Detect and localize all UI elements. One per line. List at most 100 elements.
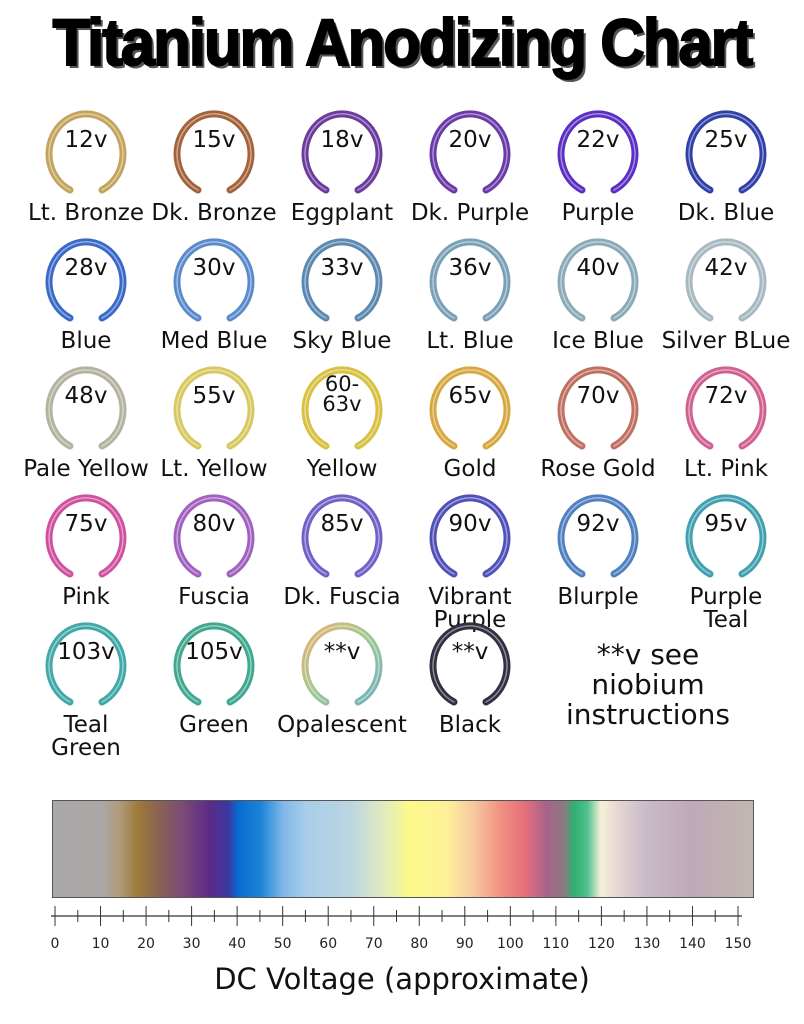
voltage-label: 48v — [64, 383, 108, 409]
ring-swatch: 15v Dk. Bronze — [150, 108, 278, 236]
ring-swatch: 60- 63v Yellow — [278, 364, 406, 492]
ring-swatch: 33v Sky Blue — [278, 236, 406, 364]
color-gradient-bar — [52, 800, 754, 898]
x-axis-label: DC Voltage (approximate) — [214, 962, 590, 996]
ring-icon — [173, 494, 255, 580]
ring-swatch: 75v Pink — [22, 492, 150, 620]
color-name-label: Teal Green — [51, 712, 121, 761]
tick-label: 90 — [456, 936, 474, 952]
ring-icon — [301, 622, 383, 708]
voltage-label: 36v — [448, 255, 492, 281]
voltage-label: 90v — [448, 511, 492, 537]
ring-swatch: 40v Ice Blue — [534, 236, 662, 364]
voltage-label: 92v — [576, 511, 620, 537]
ring-swatch: 20v Dk. Purple — [406, 108, 534, 236]
voltage-label: 103v — [57, 639, 115, 665]
tick-label: 50 — [274, 936, 292, 952]
tick-label: 100 — [497, 936, 524, 952]
color-name-label: Lt. Bronze — [27, 200, 145, 226]
ring-swatch: 103v Teal Green — [22, 620, 150, 760]
tick-label: 130 — [634, 936, 661, 952]
ring-icon — [429, 366, 511, 452]
ring-swatch: 12v Lt. Bronze — [22, 108, 150, 236]
color-name-label: Purple — [561, 200, 635, 226]
niobium-note: **v see niobium instructions — [566, 638, 730, 731]
color-name-label: Ice Blue — [552, 328, 644, 354]
color-name-label: Dk. Blue — [677, 200, 775, 226]
tick-label: 140 — [679, 936, 706, 952]
voltage-label: 22v — [576, 127, 620, 153]
ring-swatch: 48v Pale Yellow — [22, 364, 150, 492]
voltage-label: 25v — [704, 127, 748, 153]
ring-icon — [301, 238, 383, 324]
voltage-label: 95v — [704, 511, 748, 537]
ring-icon — [557, 110, 639, 196]
color-name-label: Dk. Purple — [410, 200, 530, 226]
voltage-label: 15v — [192, 127, 236, 153]
voltage-label: **v — [323, 639, 361, 665]
ring-icon — [45, 622, 127, 708]
ring-icon — [685, 366, 767, 452]
ring-icon — [301, 366, 383, 452]
ring-icon — [45, 110, 127, 196]
color-name-label: Yellow — [306, 456, 378, 482]
ring-swatch: 80v Fuscia — [150, 492, 278, 620]
tick-label: 110 — [542, 936, 569, 952]
color-name-label: Black — [438, 712, 502, 738]
voltage-label: 72v — [704, 383, 748, 409]
color-name-label: Opalescent — [277, 712, 407, 738]
ring-icon — [45, 238, 127, 324]
ring-swatch: 18v Eggplant — [278, 108, 406, 236]
voltage-label: 12v — [64, 127, 108, 153]
tick-label: 60 — [319, 936, 337, 952]
color-name-label: Lt. Yellow — [160, 456, 268, 482]
voltage-label: 105v — [185, 639, 243, 665]
ring-icon — [45, 494, 127, 580]
color-name-label: Pink — [62, 584, 110, 610]
ring-swatch: 90v Vibrant Purple — [406, 492, 534, 632]
ring-icon — [173, 238, 255, 324]
ring-icon — [301, 110, 383, 196]
color-name-label: Fuscia — [178, 584, 250, 610]
tick-label: 10 — [92, 936, 110, 952]
color-name-label: Green — [179, 712, 249, 738]
voltage-label: 70v — [576, 383, 620, 409]
ring-icon — [173, 366, 255, 452]
tick-label: 30 — [183, 936, 201, 952]
ring-icon — [173, 622, 255, 708]
color-name-label: Sky Blue — [292, 328, 392, 354]
ring-icon — [429, 110, 511, 196]
voltage-label: **v — [451, 639, 489, 665]
ring-icon — [557, 238, 639, 324]
voltage-label: 65v — [448, 383, 492, 409]
ring-grid: 12v Lt. Bronze 15v Dk. Bronze 18v Eggplant 20v… — [22, 108, 790, 760]
color-name-label: Blue — [60, 328, 112, 354]
ring-swatch: 55v Lt. Yellow — [150, 364, 278, 492]
ring-swatch: 28v Blue — [22, 236, 150, 364]
ring-swatch: 25v Dk. Blue — [662, 108, 790, 236]
page-title: Titanium Anodizing Chart — [52, 4, 754, 80]
color-name-label: Lt. Pink — [683, 456, 769, 482]
tick-label: 20 — [137, 936, 155, 952]
color-name-label: Med Blue — [160, 328, 268, 354]
tick-label: 120 — [588, 936, 615, 952]
ring-swatch: 22v Purple — [534, 108, 662, 236]
color-name-label: Vibrant Purple — [428, 584, 512, 633]
voltage-label: 80v — [192, 511, 236, 537]
ring-swatch: 85v Dk. Fuscia — [278, 492, 406, 620]
ring-icon — [429, 494, 511, 580]
color-name-label: Pale Yellow — [23, 456, 149, 482]
ring-swatch: **v Black — [406, 620, 534, 748]
tick-label: 70 — [365, 936, 383, 952]
color-name-label: Lt. Blue — [426, 328, 514, 354]
color-name-label: Eggplant — [290, 200, 394, 226]
voltage-label: 33v — [320, 255, 364, 281]
voltage-label: 20v — [448, 127, 492, 153]
voltage-label: 42v — [704, 255, 748, 281]
voltage-label: 85v — [320, 511, 364, 537]
ring-icon — [685, 494, 767, 580]
ring-swatch: 72v Lt. Pink — [662, 364, 790, 492]
color-name-label: Dk. Fuscia — [283, 584, 401, 610]
voltage-label: 18v — [320, 127, 364, 153]
voltage-label: 30v — [192, 255, 236, 281]
